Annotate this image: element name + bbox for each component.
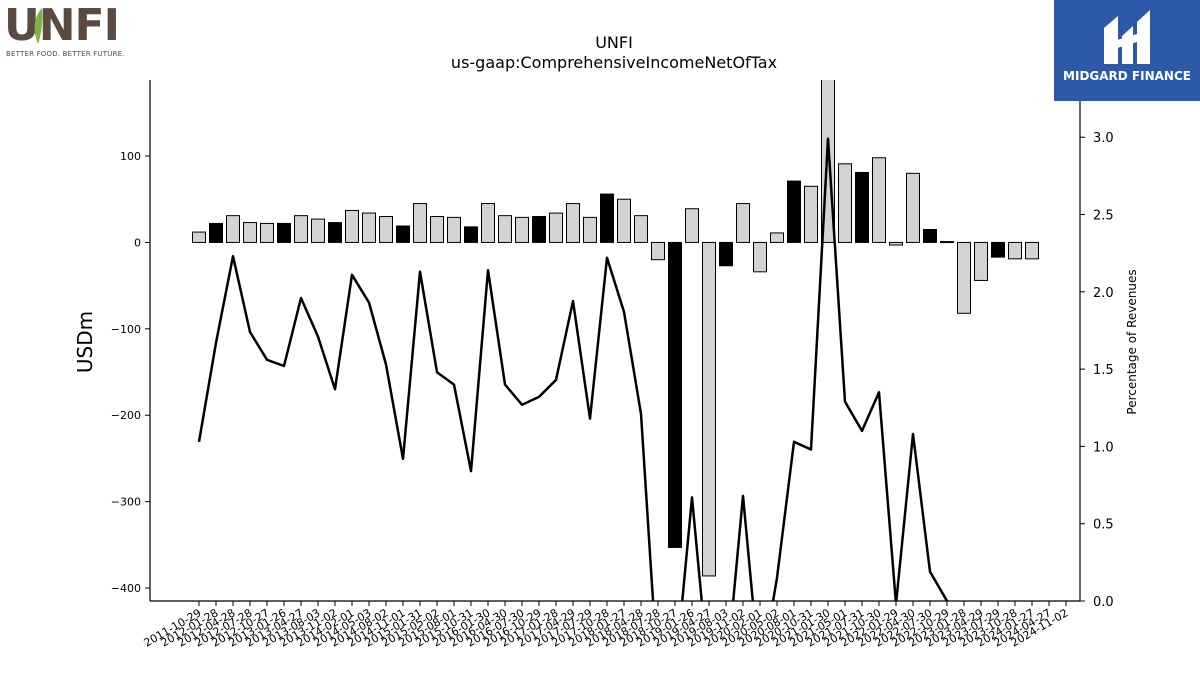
y-axis-right-label: Percentage of Revenues bbox=[1125, 269, 1139, 414]
bar bbox=[1008, 241, 1022, 260]
y-tick-label: 100 bbox=[120, 150, 141, 163]
bar bbox=[345, 209, 359, 243]
midgard-finance-name: MIDGARD FINANCE bbox=[1063, 69, 1191, 83]
chart-title: UNFI bbox=[595, 33, 633, 52]
y-right-tick-label: 1.5 bbox=[1093, 363, 1114, 378]
bar bbox=[192, 231, 206, 243]
midgard-mark-icon bbox=[1104, 10, 1150, 64]
line-layer bbox=[197, 137, 949, 601]
unfi-logo: UNFI BETTER FOOD. BETTER FUTURE. bbox=[4, 4, 128, 60]
bar bbox=[226, 215, 240, 243]
leaf-icon bbox=[34, 8, 43, 44]
bar bbox=[549, 212, 563, 243]
bar bbox=[294, 215, 308, 243]
bar bbox=[804, 185, 818, 243]
y-tick-label: −100 bbox=[111, 323, 141, 336]
y-right-tick-label: 3.0 bbox=[1093, 131, 1114, 146]
bar bbox=[362, 212, 376, 243]
bar bbox=[634, 215, 648, 243]
bar bbox=[311, 218, 325, 243]
y-right-tick-label: 2.0 bbox=[1093, 286, 1114, 301]
bar bbox=[600, 193, 614, 243]
bar bbox=[906, 172, 920, 243]
bar bbox=[651, 241, 665, 261]
bar bbox=[566, 203, 580, 243]
bar bbox=[685, 208, 699, 243]
bar bbox=[498, 215, 512, 243]
bar bbox=[260, 222, 274, 243]
bar bbox=[379, 216, 393, 243]
bar bbox=[413, 203, 427, 243]
bar bbox=[277, 222, 291, 243]
bar bbox=[430, 216, 444, 243]
axes-layer: 100 0 −100 −200 −300 −400 3.0 2.5 2.0 1.5 1.0 0.5 0.… bbox=[111, 80, 1114, 650]
bar bbox=[702, 241, 716, 577]
bar bbox=[481, 203, 495, 243]
y-tick-label: −300 bbox=[111, 496, 141, 509]
bar bbox=[974, 241, 988, 281]
y-right-tick-label: 0.5 bbox=[1093, 518, 1114, 533]
bar bbox=[515, 216, 529, 243]
bar bbox=[719, 241, 733, 267]
unfi-logo-word: UNFI bbox=[4, 0, 120, 51]
bar bbox=[668, 241, 682, 548]
bar bbox=[787, 180, 801, 243]
bar bbox=[532, 216, 546, 243]
y-right-tick-label: 0.0 bbox=[1093, 595, 1114, 610]
bar bbox=[957, 241, 971, 314]
revenue-percentage-line bbox=[197, 137, 949, 601]
y-right-tick-label: 2.5 bbox=[1093, 209, 1114, 224]
bar bbox=[464, 226, 478, 243]
bar bbox=[889, 241, 903, 246]
bars-layer bbox=[192, 80, 1039, 577]
bar bbox=[583, 216, 597, 243]
y-tick-label: −200 bbox=[111, 409, 141, 422]
bar bbox=[991, 241, 1005, 258]
bar bbox=[770, 232, 784, 243]
unfi-tagline: BETTER FOOD. BETTER FUTURE. bbox=[6, 50, 125, 58]
bar bbox=[923, 228, 937, 243]
y-right-tick-label: 1.0 bbox=[1093, 440, 1114, 455]
chart-subtitle: us-gaap:ComprehensiveIncomeNetOfTax bbox=[451, 53, 777, 72]
bar bbox=[209, 222, 223, 243]
bar bbox=[447, 216, 461, 243]
bar bbox=[617, 198, 631, 243]
bar bbox=[838, 163, 852, 243]
bar bbox=[396, 225, 410, 243]
midgard-finance-logo: MIDGARD FINANCE bbox=[1054, 0, 1200, 101]
y-tick-label: 0 bbox=[134, 236, 141, 249]
bar bbox=[753, 241, 767, 273]
bar bbox=[1025, 241, 1039, 260]
y-tick-label: −400 bbox=[111, 582, 141, 595]
bar bbox=[872, 157, 886, 243]
bar bbox=[855, 171, 869, 243]
bar bbox=[243, 222, 257, 243]
bar bbox=[328, 222, 342, 243]
y-axis-label: USDm bbox=[73, 311, 97, 373]
bar bbox=[736, 203, 750, 243]
bar bbox=[940, 241, 954, 244]
